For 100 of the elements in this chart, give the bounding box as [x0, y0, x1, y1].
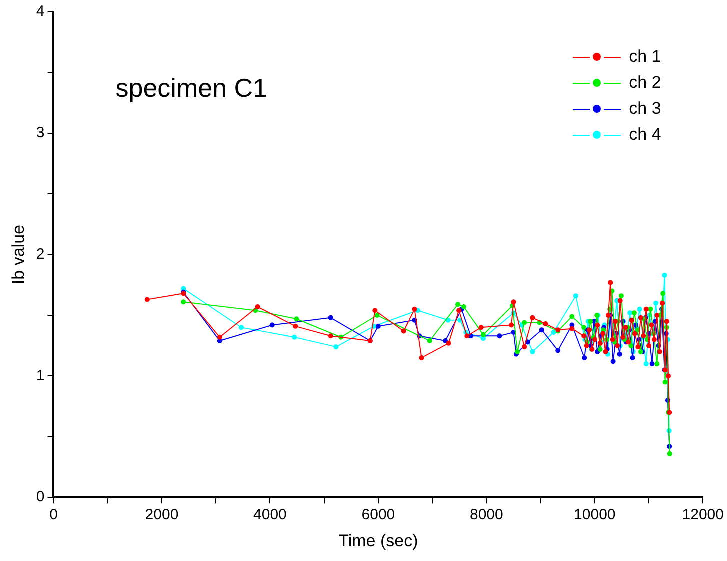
point [427, 338, 432, 344]
point [603, 349, 608, 354]
point [328, 315, 334, 320]
y-tick-label: 3 [36, 124, 45, 142]
point [660, 300, 666, 306]
point [372, 308, 378, 314]
legend-label: ch 3 [629, 98, 662, 120]
y-tick-label: 2 [36, 246, 45, 263]
point [497, 334, 502, 339]
point [632, 310, 637, 316]
point [650, 362, 655, 367]
point [144, 297, 150, 302]
point [662, 272, 668, 278]
x-tick-label: 4000 [254, 506, 287, 524]
point [654, 313, 660, 318]
point [654, 300, 659, 306]
point [511, 300, 516, 305]
point [461, 304, 466, 310]
point [595, 322, 600, 328]
x-tick-label: 12000 [682, 506, 724, 524]
x-tick-label: 6000 [362, 506, 396, 524]
x-tick-label: 10000 [574, 506, 616, 524]
point [637, 306, 642, 312]
y-tick-label: 1 [36, 367, 45, 384]
x-axis-title: Time (sec) [338, 531, 418, 550]
point [630, 355, 636, 360]
y-axis-title: Ib value [8, 225, 28, 285]
point [615, 343, 620, 348]
point [292, 334, 298, 340]
point [662, 380, 668, 385]
point [649, 322, 654, 328]
point [628, 343, 634, 348]
point [618, 298, 623, 304]
point [334, 344, 339, 350]
point [478, 325, 484, 330]
point [646, 343, 652, 348]
point [543, 322, 548, 326]
point [612, 319, 618, 324]
point [539, 328, 544, 333]
text: specimen C1 [116, 73, 268, 104]
point [522, 344, 528, 350]
point [608, 280, 614, 286]
point [652, 337, 657, 342]
point [570, 326, 575, 332]
point [610, 337, 616, 342]
point [530, 315, 536, 320]
point [667, 451, 672, 456]
point [617, 352, 622, 357]
x-tick-label: 8000 [470, 506, 504, 524]
point [660, 291, 666, 296]
point [515, 349, 520, 354]
point [328, 334, 334, 339]
point [455, 302, 460, 308]
point [664, 319, 670, 324]
x-tick-label: 2000 [145, 506, 179, 524]
point [584, 343, 590, 348]
point [446, 340, 452, 346]
point [217, 334, 222, 340]
point [401, 328, 406, 334]
point [666, 374, 672, 379]
point [598, 346, 603, 352]
point [522, 320, 528, 326]
point [588, 319, 594, 324]
point [419, 355, 424, 360]
point [582, 334, 587, 339]
point [443, 338, 448, 344]
point [294, 316, 300, 322]
point [570, 314, 575, 320]
legend-label: ch 4 [629, 124, 662, 146]
point [618, 294, 624, 299]
point [456, 308, 462, 314]
point [648, 306, 654, 312]
point [376, 324, 381, 329]
point [181, 300, 186, 305]
point [293, 324, 298, 329]
legend-label: ch 2 [629, 72, 662, 94]
point [632, 331, 638, 336]
point [556, 348, 561, 354]
point [606, 313, 611, 318]
x-tick-label: 0 [50, 506, 58, 524]
point [530, 349, 536, 354]
point [239, 325, 244, 330]
point [464, 334, 470, 339]
point [582, 325, 587, 330]
point [600, 331, 606, 336]
point [644, 362, 649, 367]
y-tick-label: 0 [36, 488, 45, 506]
point [628, 310, 633, 316]
point [374, 313, 380, 318]
point [610, 359, 616, 364]
point [551, 330, 556, 335]
legend-label: ch 1 [629, 46, 662, 68]
point [509, 322, 514, 328]
point [654, 362, 660, 367]
point [620, 334, 626, 340]
point [573, 294, 578, 299]
point [480, 332, 486, 338]
point [638, 315, 644, 320]
point [592, 337, 598, 342]
point [636, 344, 641, 350]
